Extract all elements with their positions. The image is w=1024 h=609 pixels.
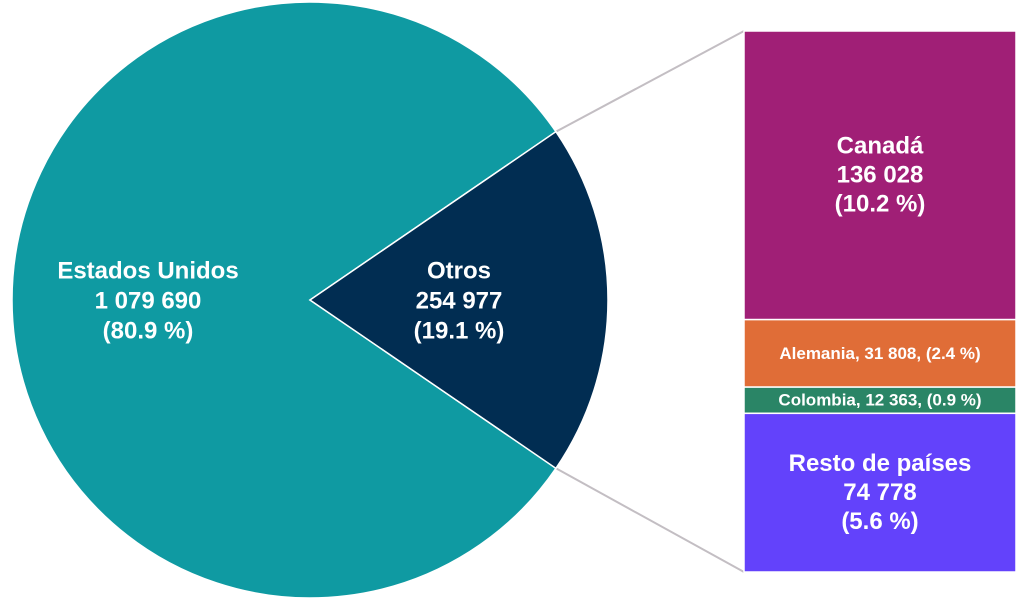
pie-labels: Estados Unidos 1 079 690 (80.9 %) Otros 254 … bbox=[57, 257, 504, 344]
bar-label-colombia: Colombia, 12 363, (0.9 %) bbox=[778, 391, 981, 410]
pie-label-otros-value: 254 977 bbox=[416, 287, 503, 314]
stacked-bar bbox=[743, 30, 1017, 573]
connector-lines bbox=[555, 30, 745, 573]
bar-label-resto-de-paises-value: 74 778 bbox=[843, 479, 916, 506]
bar-label-alemania: Alemania, 31 808, (2.4 %) bbox=[779, 344, 980, 363]
pie-label-estados-unidos-name: Estados Unidos bbox=[57, 257, 238, 284]
connector-line-top bbox=[555, 30, 745, 133]
bar-label-canada-percent: (10.2 %) bbox=[835, 191, 926, 218]
bar-label-resto-de-paises-name: Resto de países bbox=[789, 450, 972, 477]
pie-slice-otros bbox=[308, 130, 609, 470]
bar-label-resto-de-paises-percent: (5.6 %) bbox=[841, 508, 918, 535]
pie bbox=[11, 1, 609, 599]
connector-line-bottom bbox=[555, 467, 745, 573]
pie-slice-estados-unidos bbox=[11, 1, 557, 599]
bar-segment-colombia bbox=[743, 386, 1017, 415]
pie-label-estados-unidos-value: 1 079 690 bbox=[95, 287, 202, 314]
bar-segment-resto-de-paises bbox=[743, 412, 1017, 573]
pie-label-otros-percent: (19.1 %) bbox=[414, 317, 505, 344]
bar-segment-canada bbox=[743, 30, 1017, 321]
pie-label-otros-name: Otros bbox=[427, 257, 491, 284]
pie-label-estados-unidos-percent: (80.9 %) bbox=[103, 317, 194, 344]
bar-label-canada-value: 136 028 bbox=[837, 162, 924, 189]
bar-segment-alemania bbox=[743, 318, 1017, 388]
bar-label-canada-name: Canadá bbox=[837, 133, 924, 160]
